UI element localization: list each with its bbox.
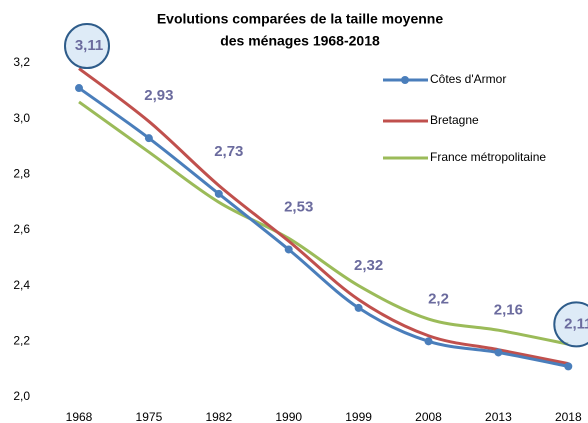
point [494, 348, 503, 357]
x-tick-label: 2013 [485, 410, 512, 423]
value-label: 2,32 [354, 257, 383, 274]
y-tick-label: 3,0 [13, 111, 30, 125]
series-line [78, 86, 569, 368]
legend-marker [401, 76, 409, 84]
x-tick-label: 2018 [555, 410, 582, 423]
point [214, 189, 223, 198]
value-label: 2,2 [428, 290, 449, 307]
point [424, 337, 433, 346]
value-label: 3,11 [75, 37, 103, 54]
point [284, 245, 293, 254]
highlight-circle [553, 301, 588, 348]
x-tick-label: 1968 [66, 410, 93, 423]
value-label: 2,16 [494, 301, 523, 318]
point [144, 134, 153, 143]
chart-title: Evolutions comparées de la taille moyenn… [157, 11, 444, 27]
value-label: 2,53 [284, 198, 313, 215]
point [75, 84, 83, 93]
point [354, 303, 363, 312]
legend-label: Côtes d'Armor [430, 72, 506, 86]
series-line [78, 67, 569, 366]
x-tick-label: 1990 [275, 410, 302, 423]
y-tick-label: 2,6 [13, 222, 30, 236]
x-tick-label: 1975 [136, 410, 163, 423]
y-tick-label: 2,4 [13, 278, 30, 292]
x-tick-label: 2008 [415, 410, 442, 423]
value-label: 2,73 [214, 143, 243, 160]
highlight-circle [64, 23, 110, 70]
x-tick-label: 1982 [205, 410, 232, 423]
chart-title: des ménages 1968-2018 [220, 33, 380, 49]
x-tick-label: 1999 [345, 410, 372, 423]
y-tick-label: 3,2 [13, 55, 30, 69]
point [564, 362, 573, 371]
legend-label: France métropolitaine [430, 150, 546, 164]
series-line [78, 100, 569, 346]
value-label: 2,11 [564, 315, 588, 332]
legend-label: Bretagne [430, 113, 479, 127]
value-label: 2,93 [144, 87, 173, 104]
y-tick-label: 2,0 [13, 389, 30, 403]
y-tick-label: 2,2 [13, 334, 30, 348]
y-tick-label: 2,8 [13, 167, 30, 181]
